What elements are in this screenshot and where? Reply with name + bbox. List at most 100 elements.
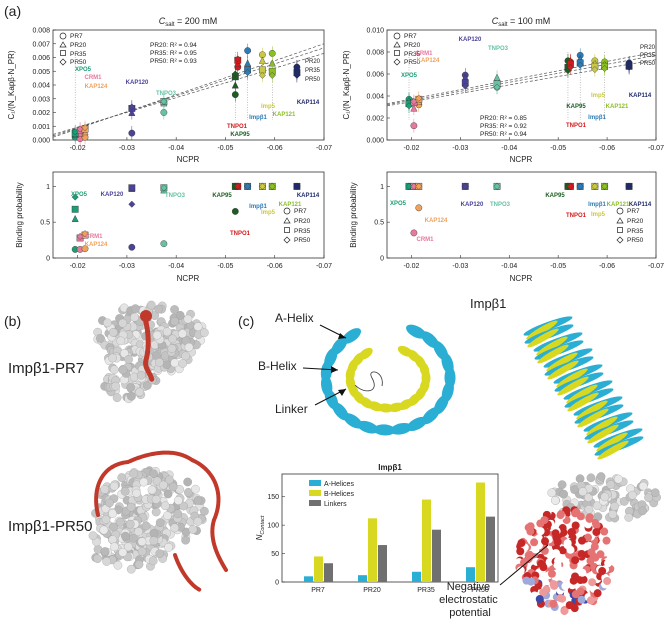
y-tick-label: 0.006 — [32, 55, 50, 62]
fit-line — [52, 43, 325, 138]
surface-patch — [561, 582, 570, 591]
bead — [644, 493, 653, 503]
r2-line: PR35: R² = 0.92 — [480, 123, 527, 130]
bead — [592, 501, 602, 511]
bar-y-tick-label: 100 — [267, 523, 279, 530]
bead — [134, 527, 143, 537]
bar — [368, 518, 377, 582]
bead — [160, 501, 170, 511]
y-axis-label: C₁/(N_Kapβ·N_PR) — [342, 50, 351, 119]
bead — [559, 489, 568, 499]
bead — [117, 473, 127, 482]
surface-patch — [541, 537, 550, 546]
bar-legend-label: Linkers — [324, 501, 347, 508]
x-tick-label: -0.03 — [119, 145, 135, 152]
bead — [109, 365, 119, 375]
b-helix-cylinder — [547, 360, 579, 380]
bead — [557, 480, 567, 490]
linker-arrowhead — [338, 389, 346, 396]
b-helix-cylinder — [566, 384, 598, 404]
b-helix-cylinder — [596, 432, 628, 452]
data-point — [566, 63, 574, 71]
protein-label: Imp5 — [591, 212, 606, 218]
a-helix-label: A-Helix — [275, 311, 314, 325]
legend-square — [394, 50, 400, 56]
bead — [578, 487, 588, 497]
bead — [151, 495, 161, 504]
surface-patch — [600, 527, 609, 536]
fit-label: PR50 — [305, 77, 321, 83]
panel-b: Impβ1-PR7 Impβ1-PR50 — [8, 300, 228, 592]
bead — [118, 365, 128, 375]
legend-square — [617, 227, 623, 233]
protein-label: KAP124 — [85, 242, 108, 248]
bead — [167, 344, 177, 353]
legend-swatch-a — [309, 480, 321, 486]
data-point — [71, 193, 79, 201]
data-point — [234, 55, 242, 63]
y-tick-label: 0.004 — [32, 83, 50, 90]
fit-line-labels: PR20 PR35 PR50 — [305, 59, 321, 83]
b-helix-arrowhead — [331, 366, 338, 373]
fit-label: PR20 — [305, 59, 321, 65]
bead — [148, 556, 158, 566]
bead — [118, 548, 128, 557]
bead — [137, 547, 147, 556]
bead — [136, 370, 146, 380]
surface-patch — [602, 536, 611, 545]
bar — [314, 556, 323, 582]
surface-patch — [539, 563, 548, 572]
legend-label: PR35 — [404, 51, 421, 58]
x-tick-label: -0.06 — [599, 145, 615, 152]
surface-patch — [526, 527, 535, 536]
legend-swatch-l — [309, 500, 321, 506]
y-tick-label: 0.008 — [32, 28, 50, 35]
impb1-title: Impβ1 — [470, 296, 506, 311]
y-tick-label: 0.006 — [366, 72, 384, 79]
fit-label: PR35 — [640, 53, 656, 59]
bead — [193, 496, 203, 505]
surface-patch — [530, 538, 539, 547]
bead — [179, 501, 188, 511]
legend-swatch-b — [309, 490, 321, 496]
bead — [624, 513, 634, 522]
bead — [614, 474, 623, 484]
surface-patch — [557, 566, 566, 575]
bead — [165, 475, 174, 485]
bead — [129, 469, 139, 479]
surface-patch — [606, 555, 615, 564]
protein-label: KAP114 — [297, 100, 320, 106]
protein-label: KAP124 — [85, 84, 108, 90]
data-point — [81, 230, 89, 238]
y-tick-label: 0.008 — [366, 50, 384, 57]
bead — [193, 322, 203, 332]
bead — [550, 496, 560, 505]
legend-label: PR50 — [404, 59, 421, 66]
surface-patch — [566, 545, 575, 554]
legend-label: PR7 — [404, 33, 417, 40]
bar-title: Impβ1 — [378, 463, 402, 472]
y-axis-label: C₁/(N_Kapβ·N_PR) — [7, 50, 16, 119]
x-tick-label: -0.03 — [452, 263, 468, 270]
y-tick-label: 0.002 — [32, 110, 50, 117]
data-point — [461, 82, 469, 90]
data-point — [625, 63, 633, 71]
x-tick-label: -0.05 — [217, 263, 233, 270]
protein-label: TNPO1 — [230, 231, 251, 237]
plot-frame — [386, 29, 657, 141]
surface-patch — [558, 546, 567, 555]
protein-label: KAP121 — [279, 202, 302, 208]
surface-patch — [554, 556, 563, 565]
surface-patch — [558, 524, 567, 533]
protein-label: XPO5 — [390, 201, 407, 207]
bead — [126, 564, 136, 574]
data-point — [461, 182, 469, 190]
a-helix-cylinder — [407, 416, 428, 432]
legend-triangle — [393, 41, 401, 48]
a-helix-cylinder — [373, 424, 396, 436]
y-tick-label: 0.010 — [366, 28, 384, 35]
surface-patch — [540, 516, 549, 525]
data-point — [128, 103, 136, 111]
protein-label: Impβ1 — [249, 204, 267, 210]
